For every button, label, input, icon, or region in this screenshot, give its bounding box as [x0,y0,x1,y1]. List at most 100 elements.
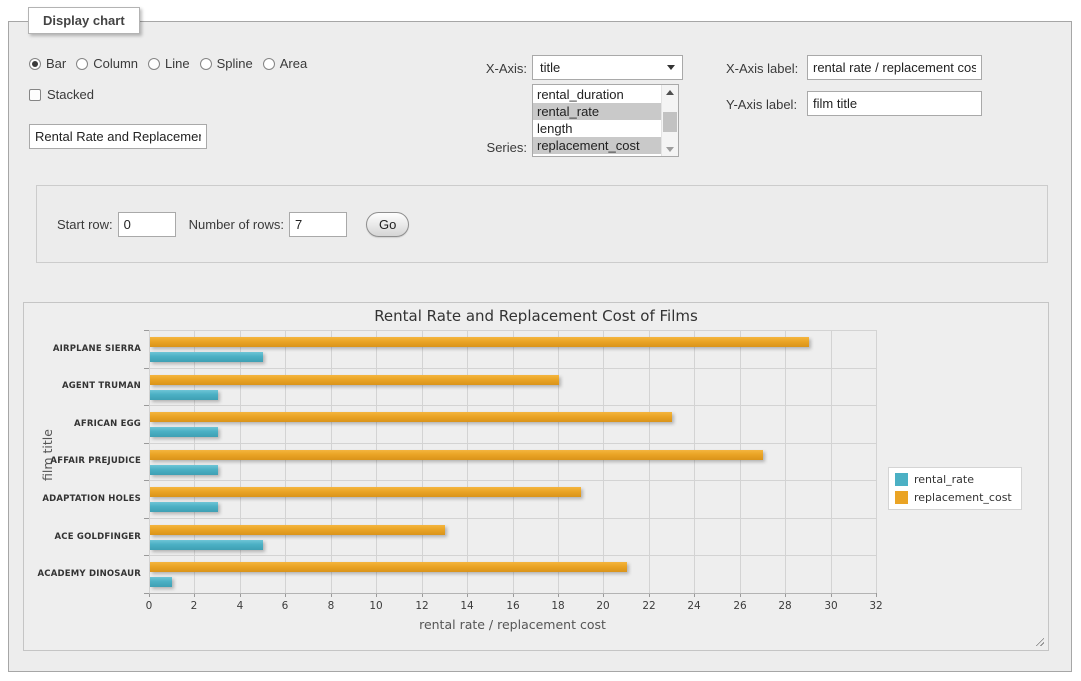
gridline [149,330,876,331]
radio-icon[interactable] [200,58,212,70]
series-listbox[interactable]: rental_durationrental_ratelengthreplacem… [532,84,679,157]
legend-swatch-icon [895,473,908,486]
gridline [376,330,377,593]
gridline [876,330,877,593]
bar-rental_rate[interactable] [150,577,172,587]
x-axis-title: rental rate / replacement cost [149,617,876,632]
chart-type-option-spline[interactable]: Spline [200,56,253,71]
bar-replacement_cost[interactable] [150,450,763,460]
chart-type-option-label: Area [280,56,307,71]
x-tick-label: 30 [811,600,851,612]
x-tick-label: 2 [174,600,214,612]
bar-replacement_cost[interactable] [150,375,559,385]
x-tick-label: 12 [402,600,442,612]
gridline [194,330,195,593]
bar-rental_rate[interactable] [150,352,263,362]
go-button[interactable]: Go [366,212,409,237]
chart-type-option-label: Line [165,56,190,71]
x-tick-label: 8 [311,600,351,612]
gridline [558,330,559,593]
scroll-down-icon[interactable] [662,142,678,156]
gridline [149,330,150,593]
bar-rental_rate[interactable] [150,465,218,475]
y-tick-mark [144,330,149,331]
x-tick-label: 4 [220,600,260,612]
series-options: rental_durationrental_ratelengthreplacem… [533,86,662,154]
category-label: ACADEMY DINOSAUR [31,555,141,593]
bar-rental_rate[interactable] [150,390,218,400]
chart-legend: rental_rate replacement_cost [888,467,1022,510]
legend-item-rental_rate[interactable]: rental_rate [895,473,1012,486]
x-axis-line [149,593,876,594]
x-tick-label: 22 [629,600,669,612]
row-controls-panel: Start row: Number of rows: Go [36,185,1048,263]
gridline [285,330,286,593]
chart-type-option-column[interactable]: Column [76,56,138,71]
chart-type-option-label: Bar [46,56,66,71]
gridline [422,330,423,593]
bar-replacement_cost[interactable] [150,412,672,422]
x-axis-label-input[interactable] [807,55,982,80]
gridline [149,405,876,406]
scrollbar-thumb[interactable] [663,112,677,132]
series-option-replacement_cost[interactable]: replacement_cost [533,137,662,154]
scrollbar[interactable] [661,85,678,156]
x-tick-label: 0 [129,600,169,612]
checkbox-icon[interactable] [29,89,41,101]
x-tick-label: 26 [720,600,760,612]
gridline [785,330,786,593]
stacked-checkbox-row[interactable]: Stacked [29,87,94,102]
page: Display chart BarColumnLineSplineArea St… [0,0,1081,681]
x-tick-label: 18 [538,600,578,612]
start-row-input[interactable] [118,212,176,237]
gridline [603,330,604,593]
gridline [331,330,332,593]
x-tick-mark [876,593,877,597]
gridline [149,518,876,519]
chart-type-option-bar[interactable]: Bar [29,56,66,71]
chart-type-option-area[interactable]: Area [263,56,307,71]
x-axis-label-caption: X-Axis label: [726,61,798,76]
gridline [240,330,241,593]
x-tick-label: 10 [356,600,396,612]
gridline [513,330,514,593]
y-axis-label-caption: Y-Axis label: [726,97,797,112]
bar-replacement_cost[interactable] [150,337,809,347]
gridline [831,330,832,593]
bar-replacement_cost[interactable] [150,487,581,497]
x-tick-label: 32 [856,600,896,612]
chart-type-option-label: Column [93,56,138,71]
dropdown-arrow-icon [667,65,675,70]
radio-icon[interactable] [148,58,160,70]
bar-rental_rate[interactable] [150,427,218,437]
chart-type-radiogroup: Bar Column Line Spline Area [29,56,307,71]
y-tick-mark [144,480,149,481]
radio-icon[interactable] [76,58,88,70]
number-of-rows-input[interactable] [289,212,347,237]
radio-icon[interactable] [263,58,275,70]
x-axis-select[interactable]: title [532,55,683,80]
chart-title-input[interactable] [29,124,207,149]
bar-rental_rate[interactable] [150,540,263,550]
series-option-rental_rate[interactable]: rental_rate [533,103,662,120]
legend-item-replacement_cost[interactable]: replacement_cost [895,491,1012,504]
resize-handle-icon[interactable] [1033,635,1044,646]
bar-rental_rate[interactable] [150,502,218,512]
x-tick-label: 20 [583,600,623,612]
gridline [694,330,695,593]
scroll-up-icon[interactable] [662,85,678,99]
chart-panel: Rental Rate and Replacement Cost of Film… [23,302,1049,651]
series-option-rental_duration[interactable]: rental_duration [533,86,662,103]
series-option-length[interactable]: length [533,120,662,137]
chart-type-option-line[interactable]: Line [148,56,190,71]
y-tick-mark [144,555,149,556]
x-tick-label: 24 [674,600,714,612]
y-axis-label-input[interactable] [807,91,982,116]
start-row-label: Start row: [57,217,113,232]
plot-area: 02468101214161820222426283032AIRPLANE SI… [149,330,876,593]
bar-replacement_cost[interactable] [150,525,445,535]
x-axis-selected-value: title [540,60,560,75]
bar-replacement_cost[interactable] [150,562,627,572]
radio-icon[interactable] [29,58,41,70]
legend-swatch-icon [895,491,908,504]
